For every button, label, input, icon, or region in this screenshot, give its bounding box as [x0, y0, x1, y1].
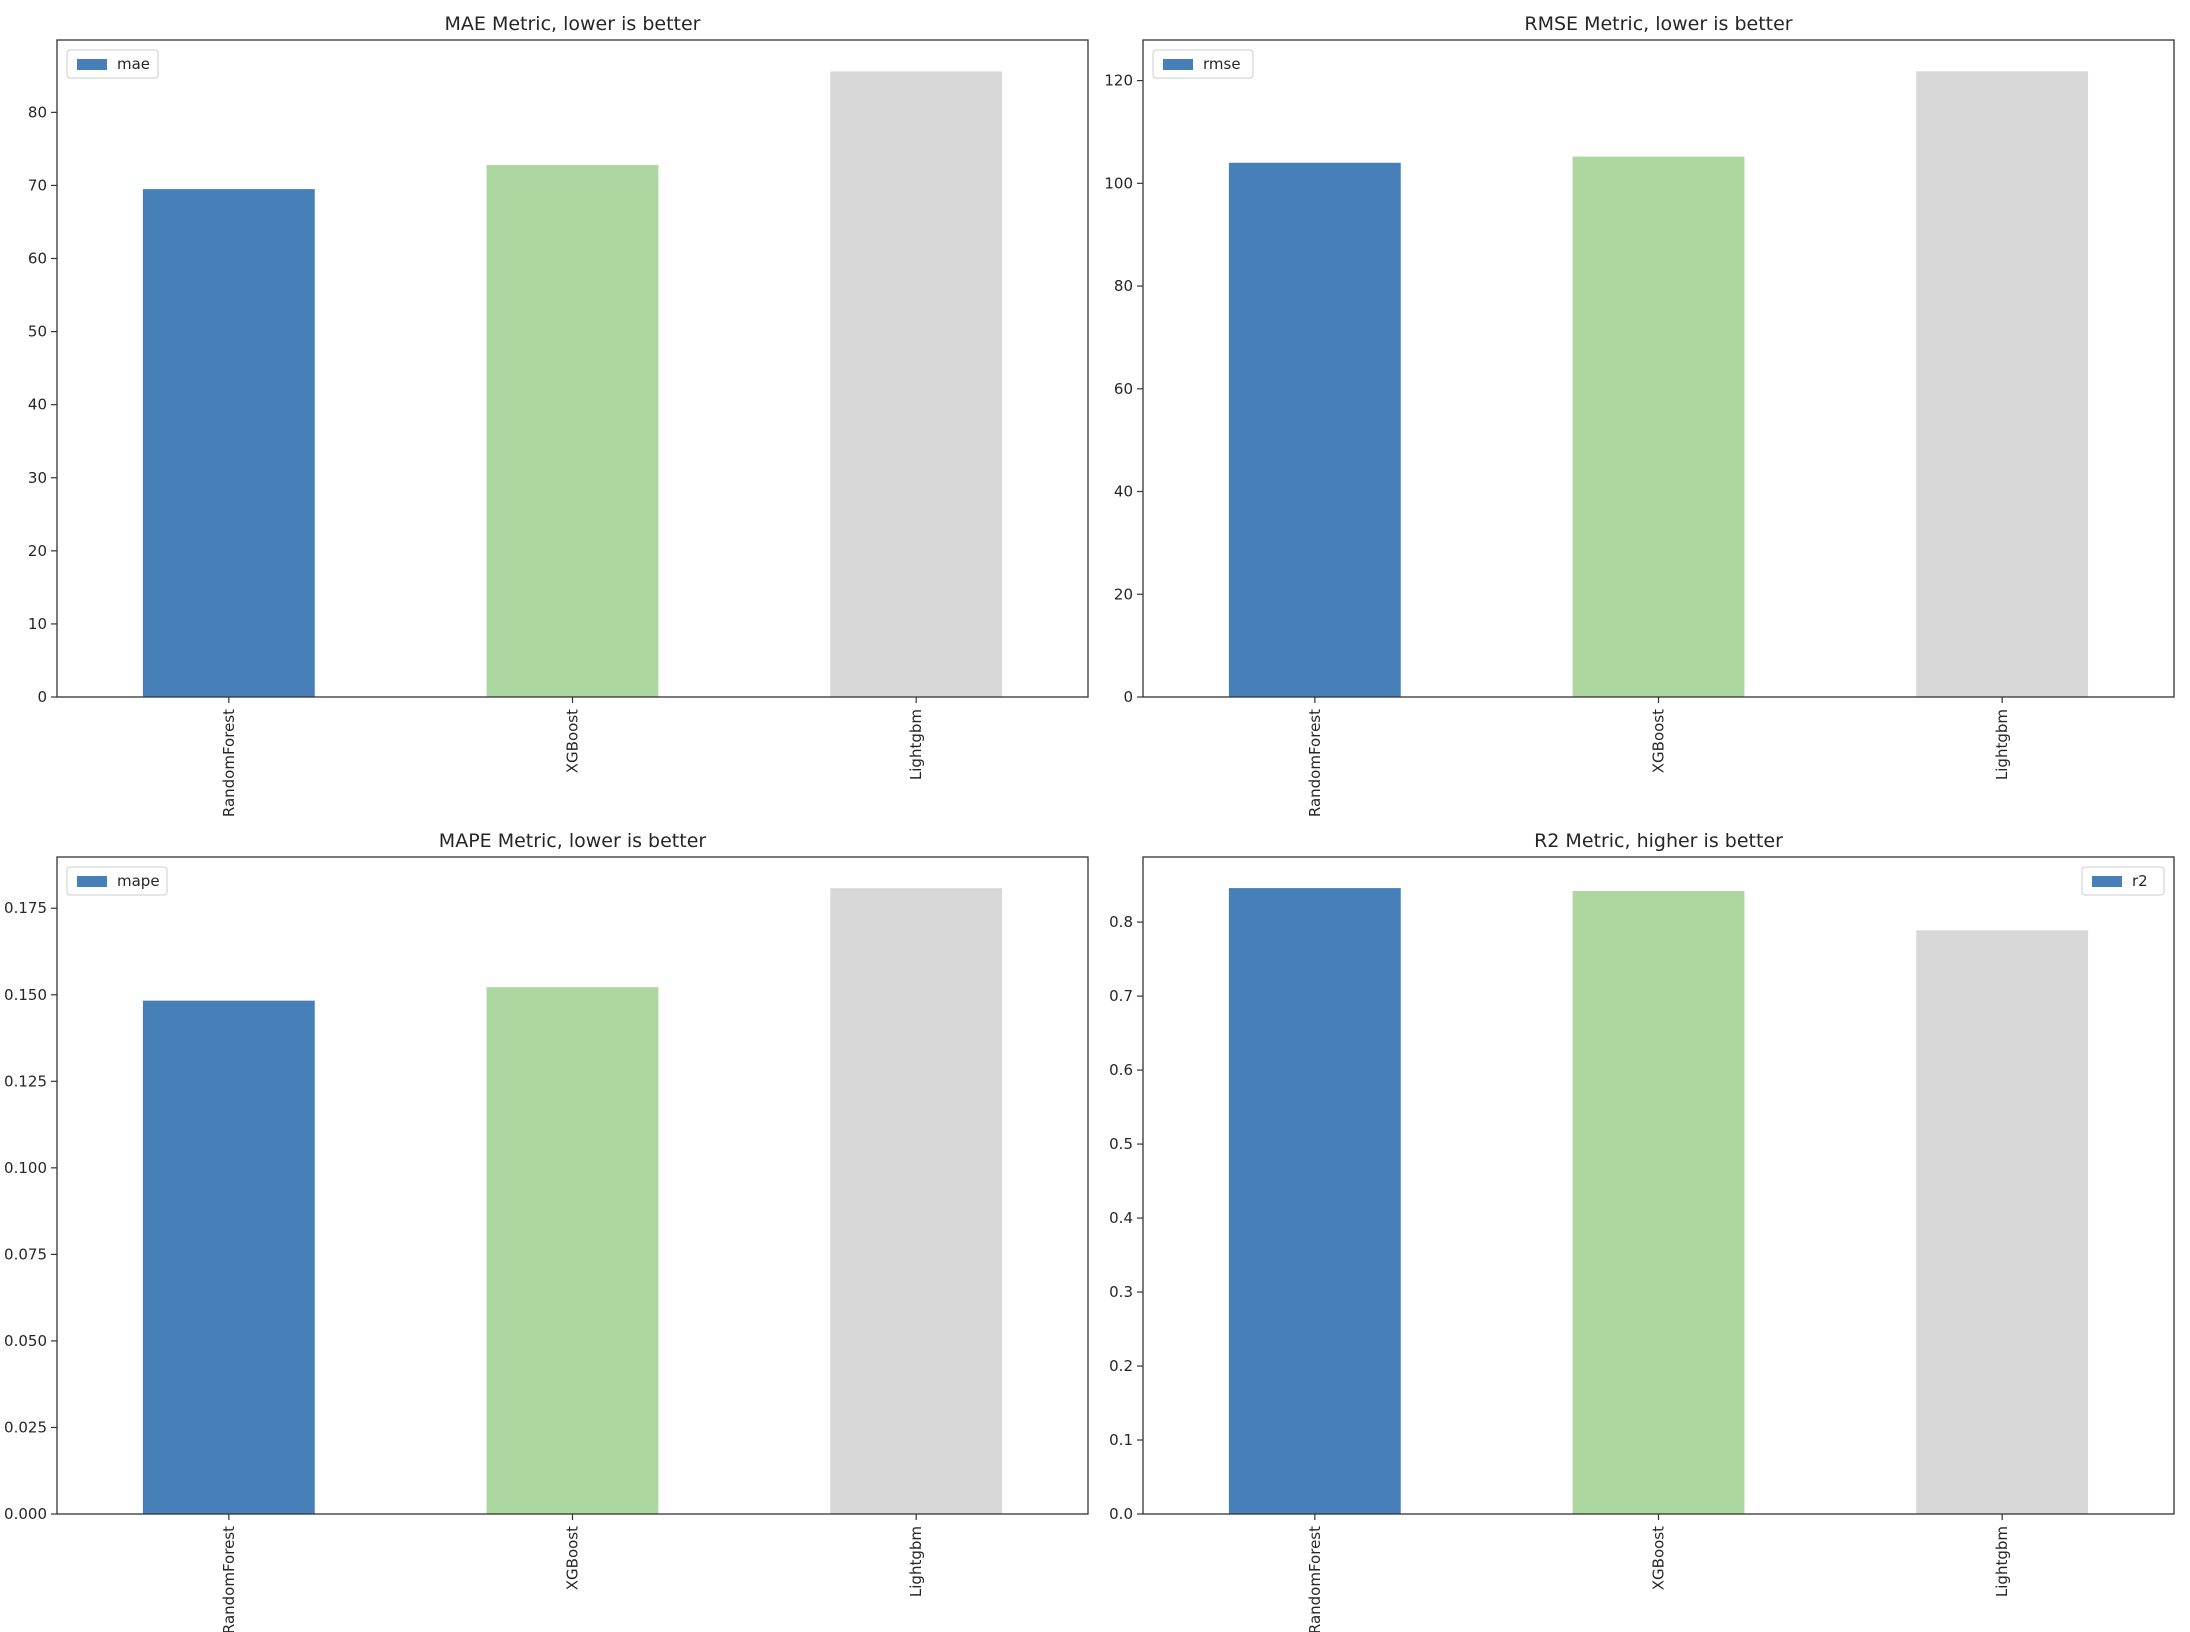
y-tick-label: 0.3	[1109, 1283, 1133, 1301]
x-tick-label: XGBoost	[1650, 709, 1668, 773]
y-tick-label: 0.0	[1109, 1505, 1133, 1523]
y-tick-label: 0.175	[4, 899, 47, 917]
y-tick-label: 0.6	[1109, 1061, 1133, 1079]
y-tick-label: 0	[37, 688, 47, 706]
chart-panel-mae: MAE Metric, lower is better 0 10 20 30 40 50 60…	[28, 13, 1089, 817]
x-tick-label: Lightgbm	[1993, 1526, 2011, 1597]
bar-xgboost	[1572, 156, 1745, 697]
x-tick-label: RandomForest	[220, 1526, 238, 1632]
x-tick-label: RandomForest	[220, 709, 238, 817]
y-tick-label: 0.050	[4, 1332, 47, 1350]
x-tick-label: RandomForest	[1306, 709, 1324, 817]
y-tick-label: 0	[1123, 688, 1133, 706]
legend-swatch	[1163, 59, 1193, 70]
legend-swatch	[2092, 876, 2122, 887]
y-tick-label: 0.025	[4, 1418, 47, 1436]
y-tick-label: 0.8	[1109, 913, 1133, 931]
x-tick-label: Lightgbm	[1993, 709, 2011, 780]
y-tick-label: 0.075	[4, 1245, 47, 1263]
x-tick-label: XGBoost	[564, 1526, 582, 1590]
y-tick-label: 0.150	[4, 986, 47, 1004]
y-tick-label: 80	[28, 103, 47, 121]
chart-panel-mape: MAPE Metric, lower is better 0.000 0.025 0.…	[4, 830, 1089, 1632]
bar-xgboost	[486, 164, 659, 697]
y-tick-label: 120	[1104, 72, 1133, 90]
bar-lightgbm	[830, 71, 1003, 697]
legend-swatch	[77, 876, 107, 887]
legend-box	[66, 49, 159, 79]
legend-label: mae	[117, 55, 150, 73]
bar-lightgbm	[830, 888, 1003, 1514]
legend-swatch	[77, 59, 107, 70]
y-tick-label: 10	[28, 615, 47, 633]
y-tick-label: 40	[1114, 483, 1133, 501]
y-tick-label: 20	[28, 542, 47, 560]
y-tick-label: 0.4	[1109, 1209, 1133, 1227]
y-tick-label: 20	[1114, 585, 1133, 603]
chart-title: MAE Metric, lower is better	[445, 13, 701, 35]
chart-panel-rmse: RMSE Metric, lower is better 0 20 40 60 80 100…	[1104, 13, 2175, 817]
legend: mape	[66, 866, 168, 896]
y-tick-label: 30	[28, 469, 47, 487]
chart-title: R2 Metric, higher is better	[1534, 830, 1783, 852]
x-tick-label: RandomForest	[1306, 1526, 1324, 1632]
y-tick-label: 60	[1114, 380, 1133, 398]
x-tick-label: Lightgbm	[907, 709, 925, 780]
legend: rmse	[1152, 49, 1254, 79]
bar-randomforest	[142, 189, 315, 698]
chart-panel-r2: R2 Metric, higher is better 0.0 0.1 0.2 0.3 0…	[1109, 830, 2175, 1632]
y-tick-label: 0.5	[1109, 1135, 1133, 1153]
legend-label: rmse	[1203, 55, 1241, 73]
legend: r2	[2081, 866, 2165, 896]
y-tick-label: 50	[28, 323, 47, 341]
x-tick-label: XGBoost	[1650, 1526, 1668, 1590]
chart-title: RMSE Metric, lower is better	[1524, 13, 1792, 35]
y-tick-label: 0.125	[4, 1072, 47, 1090]
bar-randomforest	[1228, 162, 1401, 697]
y-tick-label: 40	[28, 396, 47, 414]
x-tick-label: Lightgbm	[907, 1526, 925, 1597]
bar-randomforest	[142, 1000, 315, 1514]
y-tick-label: 0.2	[1109, 1357, 1133, 1375]
legend-label: r2	[2132, 872, 2148, 890]
y-tick-label: 0.100	[4, 1159, 47, 1177]
y-tick-label: 80	[1114, 277, 1133, 295]
bar-lightgbm	[1916, 71, 2089, 697]
bar-lightgbm	[1916, 930, 2089, 1514]
legend-label: mape	[117, 872, 160, 890]
y-tick-label: 0.1	[1109, 1431, 1133, 1449]
y-tick-label: 0.7	[1109, 987, 1133, 1005]
y-tick-label: 70	[28, 176, 47, 194]
chart-title: MAPE Metric, lower is better	[439, 830, 707, 852]
y-tick-label: 0.000	[4, 1505, 47, 1523]
y-tick-label: 60	[28, 250, 47, 268]
legend: mae	[66, 49, 159, 79]
bar-randomforest	[1228, 888, 1401, 1514]
bar-xgboost	[486, 987, 659, 1514]
legend-box	[1152, 49, 1254, 79]
legend-box	[2081, 866, 2165, 896]
bar-xgboost	[1572, 891, 1745, 1514]
legend-box	[66, 866, 168, 896]
x-tick-label: XGBoost	[564, 709, 582, 773]
y-tick-label: 100	[1104, 174, 1133, 192]
